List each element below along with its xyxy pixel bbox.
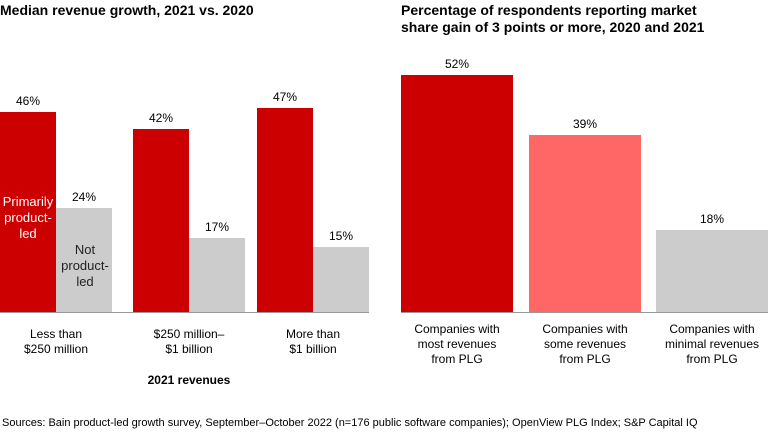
bar xyxy=(401,75,513,312)
bar xyxy=(0,111,56,312)
chart-title: Percentage of respondents reporting mark… xyxy=(401,2,705,35)
value-label: 17% xyxy=(204,220,230,235)
bar xyxy=(656,230,768,312)
bar xyxy=(133,129,189,312)
bar xyxy=(313,246,369,312)
value-label: 39% xyxy=(572,116,598,131)
x-tick-label: Companies with minimal revenues from PLG xyxy=(664,322,760,366)
x-tick-label: $250 million– $1 billion xyxy=(153,327,225,356)
value-label: 46% xyxy=(15,93,41,108)
x-axis-label: 2021 revenues xyxy=(147,373,231,387)
value-label: 42% xyxy=(148,111,174,126)
legend-label: Primarily product-led xyxy=(2,194,54,241)
axis-line xyxy=(0,312,369,313)
value-label: 52% xyxy=(444,57,470,72)
legend-label: Not product-led xyxy=(61,242,109,289)
value-label: 24% xyxy=(71,189,97,204)
value-label: 18% xyxy=(699,212,725,227)
source-note: Sources: Bain product-led growth survey,… xyxy=(2,417,698,429)
bar xyxy=(257,107,313,312)
x-tick-label: Less than $250 million xyxy=(23,327,89,356)
axis-line xyxy=(401,312,768,313)
bar xyxy=(189,238,245,312)
value-label: 15% xyxy=(328,228,354,243)
bar xyxy=(529,134,641,312)
x-tick-label: Companies with most revenues from PLG xyxy=(414,322,500,366)
x-tick-label: More than $1 billion xyxy=(285,327,341,356)
value-label: 47% xyxy=(272,89,298,104)
bar xyxy=(56,207,112,312)
x-tick-label: Companies with some revenues from PLG xyxy=(542,322,628,366)
chart-title: Median revenue growth, 2021 vs. 2020 xyxy=(0,2,254,18)
